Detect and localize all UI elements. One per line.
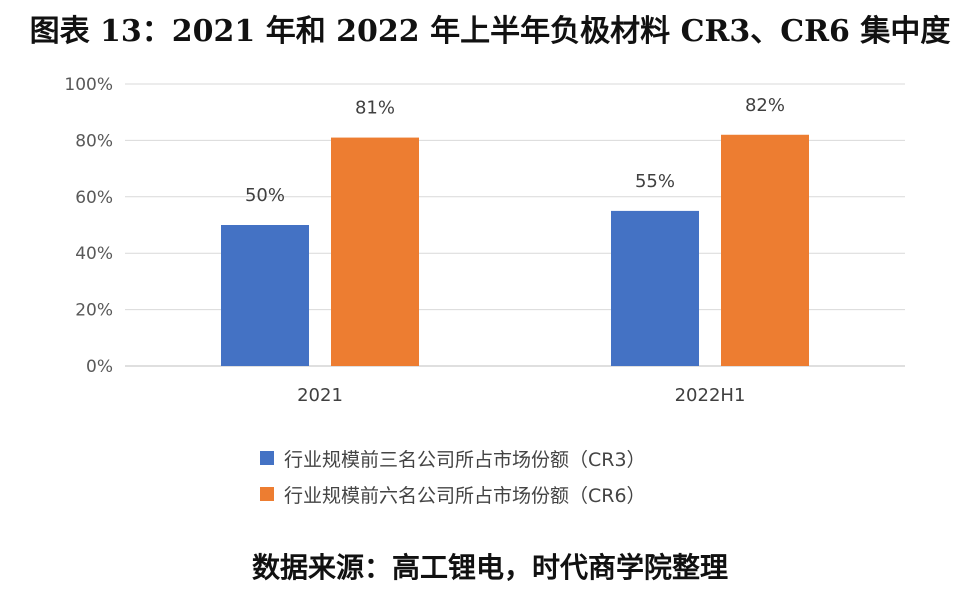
- bar-cr3-2021: [221, 225, 309, 366]
- source-note: 数据来源：高工锂电，时代商学院整理: [251, 551, 728, 584]
- bar-cr6-2021: [331, 137, 419, 366]
- y-tick-label: 20%: [75, 301, 113, 321]
- legend-item-cr6: 行业规模前六名公司所占市场份额（CR6）: [260, 476, 646, 512]
- legend-swatch-cr3: [260, 451, 274, 465]
- bar-cr3-2022h1: [611, 210, 699, 366]
- data-label: 55%: [635, 171, 675, 192]
- x-axis-tick-labels: 2021 2022H1: [297, 385, 745, 406]
- legend-label-cr6: 行业规模前六名公司所占市场份额（CR6）: [284, 484, 646, 507]
- bar-cr6-2022h1: [721, 134, 809, 366]
- legend: 行业规模前三名公司所占市场份额（CR3） 行业规模前六名公司所占市场份额（CR6…: [260, 440, 646, 512]
- y-tick-label: 80%: [75, 131, 113, 151]
- y-tick-label: 40%: [75, 244, 113, 264]
- data-label: 50%: [245, 185, 285, 206]
- x-tick-label: 2021: [297, 385, 343, 406]
- legend-label-cr3: 行业规模前三名公司所占市场份额（CR3）: [284, 448, 646, 471]
- data-label: 82%: [745, 95, 785, 116]
- y-axis-tick-labels: 0% 20% 40% 60% 80% 100%: [64, 75, 113, 377]
- data-labels: 50% 81% 55% 82%: [245, 95, 785, 206]
- y-tick-label: 0%: [86, 357, 113, 377]
- data-label: 81%: [355, 98, 395, 119]
- y-tick-label: 100%: [64, 75, 113, 95]
- chart-title: 图表 13：2021 年和 2022 年上半年负极材料 CR3、CR6 集中度: [29, 14, 951, 49]
- x-tick-label: 2022H1: [675, 385, 746, 406]
- bars: [221, 134, 809, 366]
- y-tick-label: 60%: [75, 188, 113, 208]
- legend-swatch-cr6: [260, 487, 274, 501]
- legend-item-cr3: 行业规模前三名公司所占市场份额（CR3）: [260, 440, 646, 476]
